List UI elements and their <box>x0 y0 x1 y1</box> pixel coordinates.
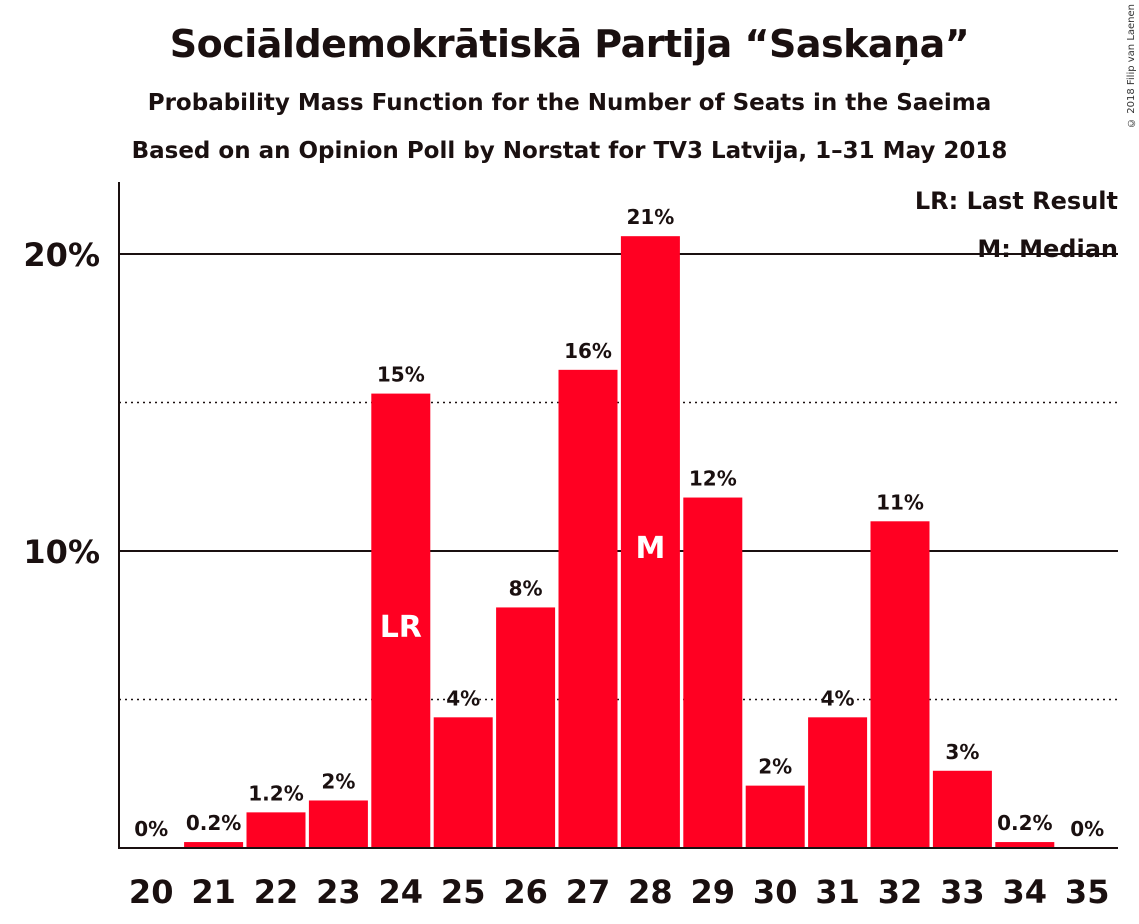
bar <box>995 842 1055 848</box>
data-label: 2% <box>758 755 792 779</box>
bar <box>808 717 868 848</box>
x-tick-label: 22 <box>254 873 299 911</box>
bar <box>246 812 306 848</box>
bar <box>371 393 431 848</box>
bar <box>433 717 493 848</box>
data-label-background <box>447 685 480 712</box>
axes: 10% 20% 20 21 22 23 24 25 26 27 28 29 30 31 32 33 34 35 <box>23 182 1118 911</box>
data-label-background <box>566 337 610 364</box>
y-tick-label: 10% <box>23 533 100 571</box>
data-label: 15% <box>377 363 425 387</box>
x-tick-label: 34 <box>1003 873 1048 911</box>
data-label-background <box>878 489 922 516</box>
bar <box>308 800 368 848</box>
data-label-background <box>759 753 792 780</box>
data-label-background <box>322 768 355 795</box>
x-tick-label: 21 <box>191 873 236 911</box>
data-label-background <box>509 575 542 602</box>
chart-title: Sociāldemokrātiskā Partija “Saskaņa” <box>169 22 970 66</box>
legend-last-result: LR: Last Result <box>915 187 1118 215</box>
data-label-background <box>821 685 854 712</box>
data-label-background <box>628 204 673 231</box>
x-tick-label: 26 <box>503 873 548 911</box>
last-result-marker: LR <box>380 610 422 645</box>
data-label-background <box>185 810 242 837</box>
data-label: 21% <box>626 205 674 229</box>
chart-subtitle: Probability Mass Function for the Number… <box>147 90 992 116</box>
x-tick-label: 28 <box>628 873 673 911</box>
x-tick-label: 24 <box>379 873 424 911</box>
x-tick-label: 33 <box>940 873 985 911</box>
bar <box>184 842 244 848</box>
bar <box>932 770 992 848</box>
data-label: 0.2% <box>997 811 1052 835</box>
data-label: 4% <box>821 686 855 710</box>
data-label: 0% <box>134 817 168 841</box>
bar <box>496 607 556 848</box>
data-label: 0% <box>1070 817 1104 841</box>
data-label: 4% <box>446 686 480 710</box>
data-label: 11% <box>876 490 924 514</box>
median-marker: M <box>635 531 665 566</box>
data-label-background <box>690 465 735 492</box>
data-label: 2% <box>321 769 355 793</box>
chart-source: Based on an Opinion Poll by Norstat for … <box>131 138 1008 164</box>
y-tick-label: 20% <box>23 236 100 274</box>
data-label-background <box>996 810 1053 837</box>
data-label-background <box>248 780 304 807</box>
bar <box>745 785 805 848</box>
bar <box>558 369 618 848</box>
x-tick-label: 23 <box>316 873 361 911</box>
data-label-background <box>135 816 168 842</box>
grid-lines <box>119 253 1118 701</box>
x-tick-label: 35 <box>1065 873 1110 911</box>
x-tick-label: 29 <box>691 873 736 911</box>
data-label-background <box>1071 816 1104 842</box>
x-tick-label: 31 <box>815 873 860 911</box>
data-label: 12% <box>689 467 737 491</box>
data-label: 1.2% <box>248 781 303 805</box>
data-label: 3% <box>945 740 979 764</box>
bar <box>620 236 680 848</box>
bar <box>870 521 930 848</box>
data-label: 0.2% <box>186 811 241 835</box>
data-label: 16% <box>564 339 612 363</box>
bar <box>683 497 743 848</box>
legend-median: M: Median <box>977 235 1118 263</box>
data-label-background <box>946 738 979 765</box>
x-tick-label: 27 <box>566 873 611 911</box>
data-label: 8% <box>509 576 543 600</box>
data-label-background <box>378 361 423 388</box>
x-tick-label: 30 <box>753 873 798 911</box>
x-tick-label: 20 <box>129 873 174 911</box>
bars <box>184 236 1055 848</box>
x-tick-label: 32 <box>878 873 923 911</box>
x-tick-label: 25 <box>441 873 486 911</box>
data-labels: 0% 0.2% 1.2% 2% 15% LR 4% 8% 16% 21% M 12% 2% 4% 11% 3%… <box>134 204 1104 842</box>
